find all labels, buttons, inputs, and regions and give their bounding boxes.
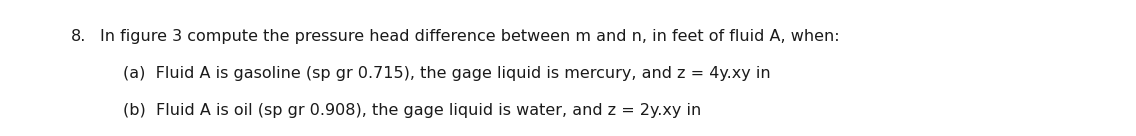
Text: (a)  Fluid A is gasoline (sp gr 0.715), the gage liquid is mercury, and z = 4y.x: (a) Fluid A is gasoline (sp gr 0.715), t… [123, 66, 770, 81]
Text: 8.: 8. [70, 29, 86, 44]
Text: In figure 3 compute the pressure head difference between m and n, in feet of flu: In figure 3 compute the pressure head di… [100, 29, 840, 44]
Text: (b)  Fluid A is oil (sp gr 0.908), the gage liquid is water, and z = 2y.xy in: (b) Fluid A is oil (sp gr 0.908), the ga… [123, 103, 701, 118]
